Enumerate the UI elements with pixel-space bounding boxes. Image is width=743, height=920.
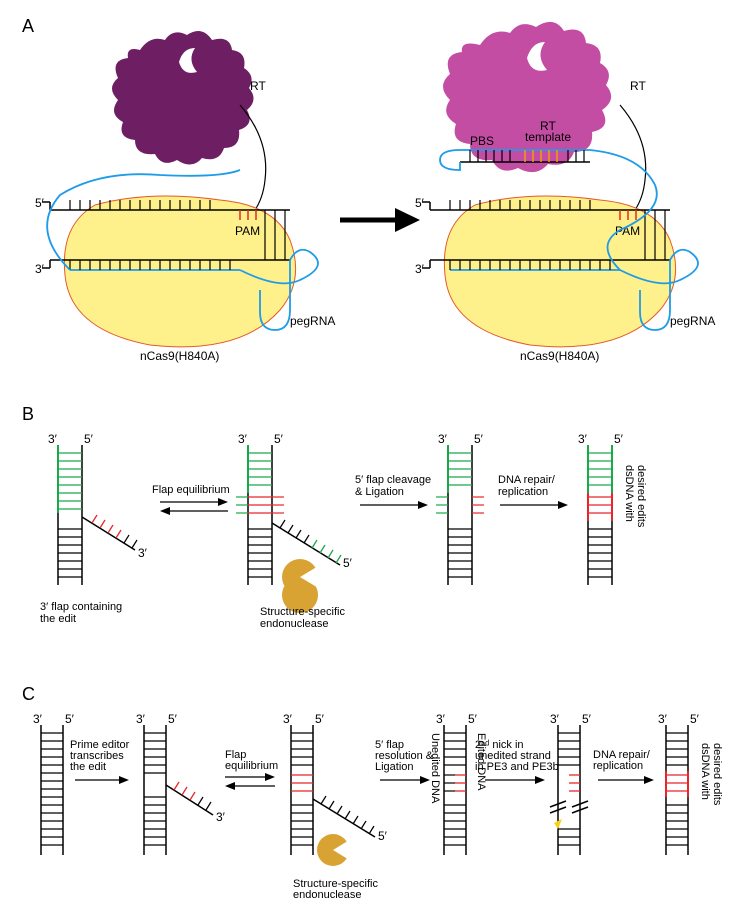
svg-text:Structure-specificendonuclease: Structure-specificendonuclease bbox=[293, 878, 378, 901]
svg-text:3′: 3′ bbox=[33, 712, 43, 726]
rt-protein-left bbox=[112, 31, 254, 165]
svg-text:3′: 3′ bbox=[138, 546, 148, 560]
svg-text:Flapequilibrium: Flapequilibrium bbox=[225, 749, 278, 772]
svg-text:5′: 5′ bbox=[168, 712, 178, 726]
svg-text:5′ flap cleavage& Ligation: 5′ flap cleavage& Ligation bbox=[355, 474, 431, 498]
svg-text:5′: 5′ bbox=[315, 712, 325, 726]
svg-text:nCas9(H840A): nCas9(H840A) bbox=[520, 349, 599, 363]
svg-text:5′: 5′ bbox=[415, 196, 425, 210]
svg-text:dsDNA with: dsDNA with bbox=[623, 465, 635, 522]
pam-label-left: PAM bbox=[235, 224, 260, 238]
rt-label-left: RT bbox=[250, 79, 266, 93]
svg-text:5′: 5′ bbox=[690, 712, 700, 726]
svg-text:Prime editortranscribesthe edi: Prime editortranscribesthe edit bbox=[70, 739, 130, 773]
panel-b: B 3′ 5′ bbox=[22, 404, 647, 630]
panel-b-label: B bbox=[22, 404, 34, 424]
svg-text:Flap equilibrium: Flap equilibrium bbox=[152, 484, 230, 496]
ncas9-label-left: nCas9(H840A) bbox=[140, 349, 219, 363]
panel-c: C 3′ 5′ Prime editortranscribesthe edit bbox=[22, 684, 723, 901]
svg-text:5′ flapresolution &Ligation: 5′ flapresolution &Ligation bbox=[375, 739, 434, 773]
svg-text:3′: 3′ bbox=[415, 262, 425, 276]
svg-text:5′: 5′ bbox=[343, 556, 353, 570]
svg-text:desired edits: desired edits bbox=[635, 465, 647, 528]
svg-text:Unedited DNA: Unedited DNA bbox=[429, 733, 441, 804]
svg-text:3′: 3′ bbox=[550, 712, 560, 726]
svg-text:3′: 3′ bbox=[436, 712, 446, 726]
svg-text:3′ flap containingthe edit: 3′ flap containingthe edit bbox=[40, 601, 122, 625]
panel-c-label: C bbox=[22, 684, 35, 704]
svg-text:5′: 5′ bbox=[84, 432, 94, 446]
svg-text:DNA repair/replication: DNA repair/replication bbox=[498, 474, 556, 498]
svg-text:5′: 5′ bbox=[274, 432, 284, 446]
svg-text:DNA repair/replication: DNA repair/replication bbox=[593, 749, 651, 772]
svg-text:dsDNA with: dsDNA with bbox=[699, 743, 711, 800]
svg-text:3′: 3′ bbox=[136, 712, 146, 726]
svg-text:3′: 3′ bbox=[658, 712, 668, 726]
panel-a-label: A bbox=[22, 16, 34, 36]
svg-text:pegRNA: pegRNA bbox=[670, 314, 715, 328]
svg-text:5′: 5′ bbox=[474, 432, 484, 446]
svg-text:5′: 5′ bbox=[65, 712, 75, 726]
svg-text:3′: 3′ bbox=[578, 432, 588, 446]
cas9-left bbox=[64, 196, 295, 347]
pbs-label: PBS bbox=[470, 134, 494, 148]
svg-text:2ⁿᵈ nick inunedited strandin P: 2ⁿᵈ nick inunedited strandin PE3 and PE3… bbox=[475, 739, 559, 773]
panel-a-arrow bbox=[340, 208, 420, 232]
svg-text:Structure-specificendonuclease: Structure-specificendonuclease bbox=[260, 606, 345, 630]
svg-text:3′: 3′ bbox=[48, 432, 58, 446]
svg-text:3′: 3′ bbox=[283, 712, 293, 726]
svg-text:5′: 5′ bbox=[614, 432, 624, 446]
svg-text:3′: 3′ bbox=[238, 432, 248, 446]
svg-text:desired edits: desired edits bbox=[711, 743, 723, 806]
five-prime-left: 5′ bbox=[35, 196, 45, 210]
three-prime-left: 3′ bbox=[35, 262, 45, 276]
pegrna-label-left: pegRNA bbox=[290, 314, 335, 328]
rt-label-right: RT bbox=[630, 79, 646, 93]
svg-text:5′: 5′ bbox=[378, 829, 388, 843]
svg-text:5′: 5′ bbox=[582, 712, 592, 726]
svg-text:3′: 3′ bbox=[438, 432, 448, 446]
svg-text:5′: 5′ bbox=[468, 712, 478, 726]
svg-text:3′: 3′ bbox=[216, 810, 226, 824]
panel-a: A RT bbox=[22, 16, 715, 363]
